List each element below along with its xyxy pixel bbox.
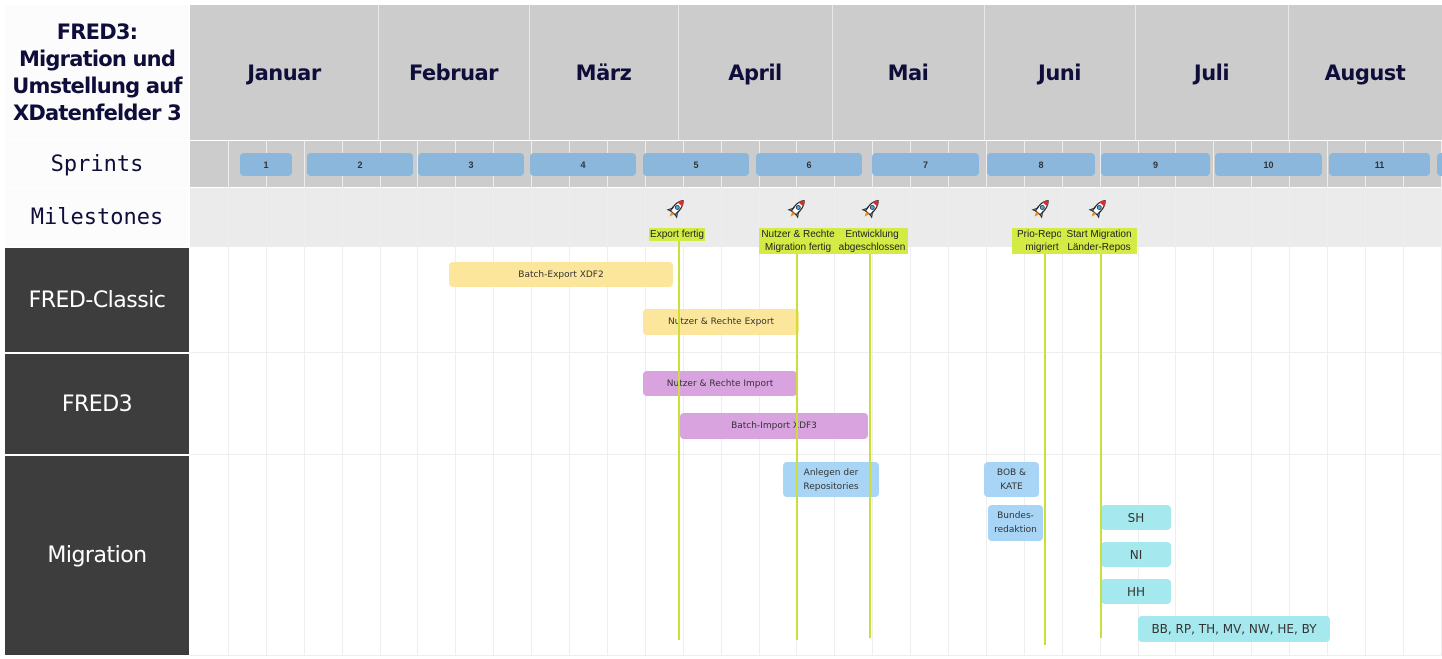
- grid-line: [759, 141, 760, 655]
- milestone-label: Export fertig: [649, 228, 705, 241]
- month-label: April: [728, 60, 782, 85]
- month-divider: [984, 5, 985, 140]
- task-bar[interactable]: BOB & KATE: [984, 462, 1039, 497]
- grid-line: [531, 141, 532, 655]
- grid-line: [645, 141, 646, 655]
- month-divider: [378, 5, 379, 140]
- month-header: [190, 5, 1442, 140]
- task-bar[interactable]: Anlegen der Repositories: [783, 462, 879, 497]
- lane-divider: [190, 655, 1442, 656]
- rocket-icon: [1087, 197, 1109, 221]
- grid-line: [834, 141, 835, 655]
- sprint-bar[interactable]: 6: [756, 153, 862, 176]
- task-bar[interactable]: Batch-Export XDF2: [449, 262, 673, 287]
- sprint-bar[interactable]: 10: [1215, 153, 1322, 176]
- grid-line: [1175, 141, 1176, 655]
- task-bar[interactable]: NI: [1101, 542, 1171, 567]
- rocket-icon: [860, 197, 882, 221]
- sprint-bar[interactable]: 5: [643, 153, 749, 176]
- milestone-label: Entwicklung abgeschlossen: [836, 228, 908, 254]
- month-label: Juli: [1193, 60, 1230, 85]
- lane-label-migration: Migration: [5, 456, 189, 655]
- sprint-bar[interactable]: 4: [530, 153, 636, 176]
- rocket-icon: [1030, 197, 1052, 221]
- month-divider: [1135, 5, 1136, 140]
- month-label: August: [1324, 60, 1406, 85]
- grid-line: [683, 141, 684, 655]
- grid-line: [948, 141, 949, 655]
- task-bar[interactable]: Batch-Import XDF3: [680, 413, 868, 439]
- milestone-line: [869, 240, 871, 638]
- month-label: Mai: [887, 60, 929, 85]
- lane-label-fred3: FRED3: [5, 354, 189, 454]
- sprint-bar[interactable]: 3: [418, 153, 524, 176]
- task-bar[interactable]: BB, RP, TH, MV, NW, HE, BY: [1138, 616, 1330, 642]
- milestone-line: [796, 240, 798, 640]
- grid-line: [342, 141, 343, 655]
- grid-line: [1213, 141, 1214, 655]
- board-title: FRED3: Migration und Umstellung auf XDat…: [5, 5, 189, 140]
- sprint-bar[interactable]: 11: [1329, 153, 1430, 176]
- sprint-bar[interactable]: 8: [987, 153, 1095, 176]
- task-bar[interactable]: Nutzer & Rechte Export: [643, 309, 799, 335]
- milestone-line: [678, 240, 680, 640]
- month-label: Januar: [247, 60, 321, 85]
- grid-line: [1062, 141, 1063, 655]
- month-divider: [1288, 5, 1289, 140]
- grid-line: [569, 141, 570, 655]
- month-label: Februar: [408, 60, 499, 85]
- grid-line: [228, 141, 229, 655]
- grid-line: [380, 141, 381, 655]
- grid-line: [266, 141, 267, 655]
- grid-line: [1327, 141, 1328, 655]
- sprint-bar[interactable]: 9: [1101, 153, 1210, 176]
- month-divider: [832, 5, 833, 140]
- lane-divider: [190, 352, 1442, 353]
- row-label-sprints: Sprints: [5, 141, 189, 187]
- task-bar[interactable]: Bundes-redaktion: [988, 505, 1043, 541]
- grid-line: [1138, 141, 1139, 655]
- milestone-line: [1100, 240, 1102, 638]
- sprint-bar[interactable]: 2: [307, 153, 413, 176]
- month-label: Juni: [1038, 60, 1081, 85]
- task-bar[interactable]: HH: [1101, 579, 1171, 604]
- row-label-milestones: Milestones: [5, 188, 189, 247]
- grid-line: [910, 141, 911, 655]
- lane-label-fred-classic: FRED-Classic: [5, 248, 189, 352]
- rocket-icon: [665, 197, 687, 221]
- rocket-icon: [786, 197, 808, 221]
- grid-line: [304, 141, 305, 655]
- month-label: März: [575, 60, 632, 85]
- sprint-bar-partial[interactable]: [1437, 153, 1442, 176]
- milestone-label: Nutzer & Rechte Migration fertig: [759, 228, 837, 254]
- grid-line: [1024, 141, 1025, 655]
- month-divider: [678, 5, 679, 140]
- grid-line: [872, 141, 873, 655]
- task-bar[interactable]: Nutzer & Rechte Import: [643, 371, 797, 396]
- task-bar[interactable]: SH: [1101, 505, 1171, 530]
- month-divider: [529, 5, 530, 140]
- grid-line: [1251, 141, 1252, 655]
- grid-line: [1365, 141, 1366, 655]
- milestone-line: [1044, 240, 1046, 645]
- lane-divider: [190, 454, 1442, 455]
- milestone-label: Start Migration Länder-Repos: [1061, 228, 1137, 254]
- grid-line: [986, 141, 987, 655]
- sprint-bar[interactable]: 7: [872, 153, 979, 176]
- grid-line: [1403, 141, 1404, 655]
- grid-line: [417, 141, 418, 655]
- grid-line: [607, 141, 608, 655]
- grid-line: [1289, 141, 1290, 655]
- grid-line: [493, 141, 494, 655]
- grid-line: [721, 141, 722, 655]
- sprint-bar[interactable]: 1: [240, 153, 292, 176]
- grid-line: [455, 141, 456, 655]
